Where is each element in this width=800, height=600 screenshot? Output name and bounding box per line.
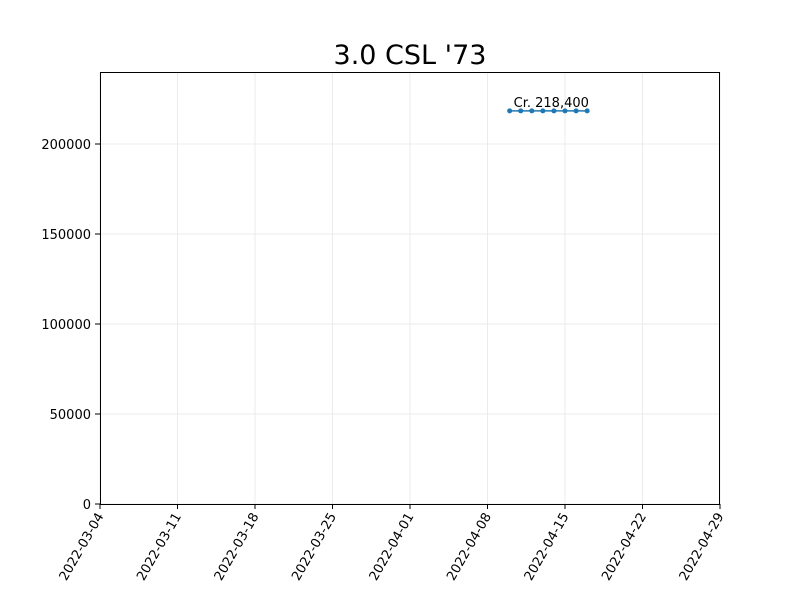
x-tick-label: 2022-04-08 xyxy=(444,511,495,584)
x-tick-label: 2022-04-22 xyxy=(599,511,650,584)
data-point xyxy=(584,108,590,114)
data-point xyxy=(573,108,579,114)
x-tick-label: 2022-03-18 xyxy=(212,511,263,584)
data-point xyxy=(540,108,546,114)
y-tick-label: 0 xyxy=(83,498,91,513)
data-point xyxy=(562,108,568,114)
y-axis: 0 50000 100000 150000 200000 xyxy=(41,138,100,513)
data-point xyxy=(518,108,524,114)
grid xyxy=(99,72,721,505)
x-tick-label: 2022-04-01 xyxy=(367,511,418,584)
x-tick-label: 2022-03-25 xyxy=(289,511,340,584)
data-point xyxy=(529,108,535,114)
annotation-label: Cr. 218,400 xyxy=(514,96,589,111)
x-tick-label: 2022-04-15 xyxy=(522,511,573,584)
y-tick-label: 100000 xyxy=(41,318,91,333)
x-tick-label: 2022-03-11 xyxy=(134,511,185,584)
x-tick-label: 2022-04-29 xyxy=(677,511,728,584)
y-tick-label: 200000 xyxy=(41,138,91,153)
data-point xyxy=(507,108,513,114)
y-tick-label: 50000 xyxy=(50,408,91,423)
annotations: Cr. 218,400 xyxy=(514,96,589,111)
chart-title: 3.0 CSL '73 xyxy=(334,40,487,71)
x-axis: 2022-03-04 2022-03-11 2022-03-18 2022-03-25… xyxy=(57,504,728,584)
series-layer xyxy=(507,108,590,114)
x-tick-label: 2022-03-04 xyxy=(57,511,108,584)
data-point xyxy=(551,108,557,114)
y-tick-label: 150000 xyxy=(41,228,91,243)
